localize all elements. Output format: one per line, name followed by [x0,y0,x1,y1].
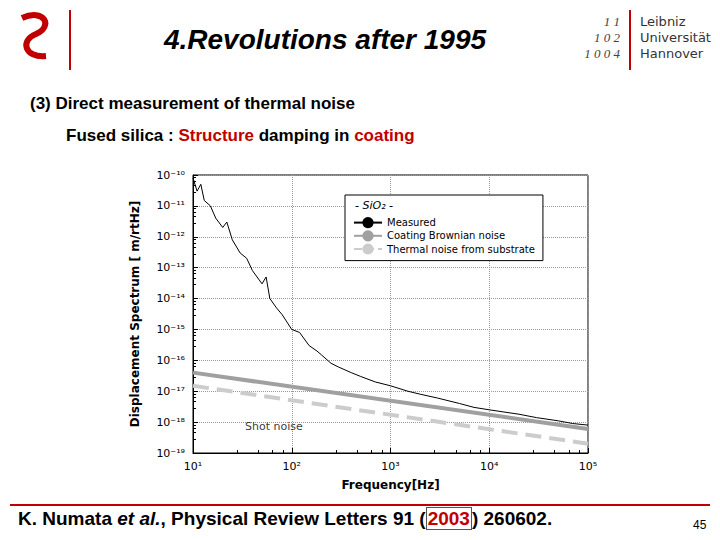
html-text:Universität: Universität [640,30,711,45]
html-text:K. Numata et al., Physical Rev: K. Numata et al., Physical Review Letter… [18,508,553,529]
svg-text:10⁻¹⁷: 10⁻¹⁷ [156,385,185,398]
svg-text:10⁻¹⁴: 10⁻¹⁴ [156,292,185,305]
svg-text:10¹: 10¹ [184,460,202,473]
svg-text:10³: 10³ [381,460,399,473]
html-text:Leibniz: Leibniz [640,14,686,29]
svg-text:10⁻¹⁶: 10⁻¹⁶ [156,354,185,367]
html-text:45: 45 [693,518,707,532]
html-text:1 0 2: 1 0 2 [594,30,620,45]
svg-text:10²: 10² [283,460,301,473]
svg-text:Thermal noise from substrate: Thermal noise from substrate [386,244,535,255]
svg-text:Shot noise: Shot noise [245,420,303,433]
svg-text:10⁵: 10⁵ [579,460,597,473]
svg-text:- SiO₂ -: - SiO₂ - [355,199,393,212]
html-text:1 0 0 4: 1 0 0 4 [584,46,620,61]
svg-text:Measured: Measured [387,217,436,228]
svg-text:10⁻¹²: 10⁻¹² [156,230,185,243]
svg-text:Frequency[Hz]: Frequency[Hz] [341,478,439,492]
html-text:1 1: 1 1 [603,14,620,29]
svg-text:Coating Brownian noise: Coating Brownian noise [387,230,505,241]
html-text:(3) Direct measurement of ther: (3) Direct measurement of thermal noise [30,94,355,113]
svg-text:10⁻¹⁵: 10⁻¹⁵ [156,323,185,336]
svg-text:10⁻¹³: 10⁻¹³ [156,261,185,274]
svg-text:10⁴: 10⁴ [480,460,499,473]
html-text:Hannover: Hannover [640,46,704,61]
html-text:Fused silica : Structure dampi: Fused silica : Structure damping in coat… [66,126,415,145]
svg-text:10⁻¹¹: 10⁻¹¹ [156,199,185,212]
svg-text:10⁻¹⁰: 10⁻¹⁰ [156,169,185,182]
svg-text:10⁻¹⁸: 10⁻¹⁸ [156,416,185,429]
html-text:4.Revolutions after 1995: 4.Revolutions after 1995 [163,24,487,55]
svg-text:Displacement Spectrum [ m/rtHz: Displacement Spectrum [ m/rtHz] [128,201,142,427]
svg-text:10⁻¹⁹: 10⁻¹⁹ [156,447,185,460]
